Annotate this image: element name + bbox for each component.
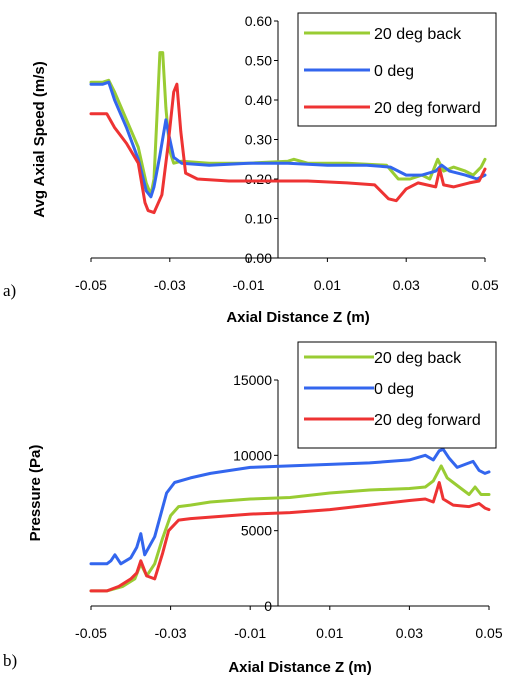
y-tick-label: 15000 <box>233 372 272 388</box>
y-axis-title: Pressure (Pa) <box>27 445 44 542</box>
y-tick-label: 5000 <box>241 523 272 539</box>
series-line-0-deg <box>89 447 491 566</box>
x-tick-label: -0.05 <box>75 277 107 293</box>
legend-label: 0 deg <box>374 63 414 80</box>
y-tick-label: 0.50 <box>245 53 272 69</box>
x-tick-label: 0.03 <box>393 277 420 293</box>
y-axis-title: Avg Axial Speed (m/s) <box>31 61 48 217</box>
x-axis-title: Axial Distance Z (m) <box>228 659 371 676</box>
y-tick-label: 0.30 <box>245 132 272 148</box>
y-tick-label: 10000 <box>233 447 272 463</box>
x-tick-label: 0.05 <box>471 277 498 293</box>
pressure-chart: 0 5000 10000 15000 -0.05 -0.03 -0.01 0.01 0.03 0.… <box>3 341 503 676</box>
x-tick-label: 0.03 <box>396 625 423 641</box>
series-line-20-deg-back <box>89 464 491 593</box>
y-tick-label: 0.20 <box>245 171 272 187</box>
y-tick-label: 0.60 <box>245 13 272 29</box>
x-tick-label: 0.05 <box>475 625 502 641</box>
panel-label: a) <box>3 281 16 300</box>
x-tick-label: -0.03 <box>155 625 187 641</box>
legend-label: 20 deg forward <box>374 412 481 429</box>
x-axis-title: Axial Distance Z (m) <box>226 309 369 326</box>
legend: 20 deg back 0 deg 20 deg forward <box>297 341 497 449</box>
x-tick-label: -0.01 <box>233 277 265 293</box>
y-tick-label: 0.00 <box>245 250 272 266</box>
legend: 20 deg back 0 deg 20 deg forward <box>297 12 497 127</box>
x-tick-label: 0.01 <box>316 625 343 641</box>
legend-label: 20 deg back <box>374 26 462 43</box>
speed-chart: 0.00 0.10 0.20 0.30 0.40 0.50 0.60 -0.05 -0.03 -0… <box>3 12 499 326</box>
series-line-20-deg-forward <box>89 82 487 215</box>
x-tick-label: -0.05 <box>75 625 107 641</box>
x-tick-label: -0.01 <box>234 625 266 641</box>
legend-label: 20 deg forward <box>374 100 481 117</box>
x-tick-label: 0.01 <box>314 277 341 293</box>
series-line-20-deg-forward <box>89 481 491 593</box>
legend-box <box>297 341 497 449</box>
legend-label: 20 deg back <box>374 350 462 367</box>
y-tick-label: 0.40 <box>245 92 272 108</box>
x-tick-label: -0.03 <box>154 277 186 293</box>
legend-label: 0 deg <box>374 381 414 398</box>
y-tick-label: 0 <box>264 598 272 614</box>
panel-label: b) <box>3 651 17 670</box>
y-tick-label: 0.10 <box>245 211 272 227</box>
